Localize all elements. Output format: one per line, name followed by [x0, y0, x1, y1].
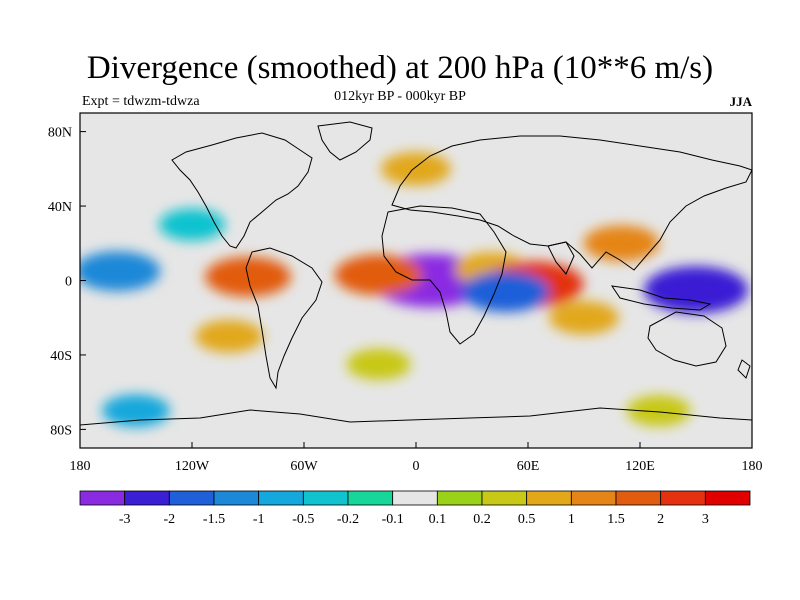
coast-africa [381, 205, 507, 345]
colorbar-label-9: 0.5 [518, 512, 536, 527]
colorbar-swatch-11 [570, 490, 617, 506]
chart-subtitle: 012kyr BP - 000kyr BP [334, 89, 466, 104]
field-region-14 [626, 395, 691, 427]
colorbar-label-10: 1 [568, 512, 575, 527]
colorbar-swatch-4 [258, 490, 304, 506]
colorbar-label-8: 0.2 [473, 512, 491, 527]
coast-south-america [245, 247, 323, 390]
coast-indonesia [610, 285, 712, 311]
coast-antarctica [80, 407, 752, 426]
x-tick-label-4: 60E [517, 459, 540, 474]
x-tick-label-0: 180 [70, 459, 91, 474]
colorbar-label-2: -1.5 [203, 512, 225, 527]
x-tick-label-1: 120W [175, 459, 210, 474]
coast-new-zealand [737, 359, 751, 379]
colorbar-label-7: 0.1 [429, 512, 447, 527]
colorbar-label-12: 2 [657, 512, 664, 527]
coast-australia [647, 311, 727, 367]
colorbar-swatch-10 [526, 490, 572, 506]
field-region-5 [644, 266, 748, 314]
y-axis: 80N 40N 0 40S 80S [48, 126, 86, 438]
field-region-1 [334, 254, 423, 296]
colorbar-label-0: -3 [119, 512, 131, 527]
x-tick-label-5: 120E [625, 459, 655, 474]
field-region-7 [80, 251, 161, 292]
x-tick-label-2: 60W [290, 459, 318, 474]
coast-greenland [317, 121, 373, 161]
colorbar-swatch-14 [704, 490, 751, 506]
field-region-9 [159, 208, 225, 241]
field-region-10 [195, 319, 264, 353]
colorbar-label-13: 3 [702, 512, 709, 527]
map-plot-area: 180 120W 60W 0 60E 120E 180 80N 40N 0 40S 80S [48, 112, 763, 474]
colorbar-swatch-8 [436, 490, 483, 506]
coastlines [80, 121, 752, 426]
y-tick-label-0: 80N [48, 126, 72, 141]
field-region-11 [381, 152, 451, 186]
field-region-15 [102, 394, 170, 428]
field-region-4 [461, 271, 550, 313]
colorbar-swatch-5 [302, 490, 349, 506]
y-tick-label-1: 40N [48, 200, 72, 215]
colorbar-swatch-1 [124, 490, 170, 506]
colorbar-label-6: -0.1 [382, 512, 404, 527]
colorbar-label-1: -2 [163, 512, 175, 527]
coast-north-america [171, 132, 313, 249]
field-region-13 [346, 348, 411, 380]
colorbar-swatch-2 [168, 490, 215, 506]
colorbar-label-3: -1 [253, 512, 265, 527]
field-region-12 [549, 300, 619, 335]
colorbar-swatch-7 [392, 490, 438, 506]
colorbar-swatch-6 [347, 490, 394, 506]
y-tick-label-3: 40S [50, 349, 72, 364]
colorbar-label-5: -0.2 [337, 512, 359, 527]
x-axis: 180 120W 60W 0 60E 120E 180 [70, 442, 763, 474]
x-tick-label-6: 180 [742, 459, 763, 474]
colorbar-label-4: -0.5 [292, 512, 314, 527]
experiment-label: Expt = tdwzm-tdwza [82, 94, 200, 109]
coast-india [547, 241, 575, 275]
y-tick-label-4: 80S [50, 423, 72, 438]
colorbar: -3 -2 -1.5 -1 -0.5 -0.2 -0.1 0.1 0.2 0.5 1 1.5 2 3 [79, 490, 751, 527]
y-tick-label-2: 0 [65, 275, 72, 290]
colorbar-swatch-3 [213, 490, 260, 506]
season-label: JJA [729, 94, 752, 109]
colorbar-swatch-13 [660, 490, 706, 506]
colorbar-swatch-0 [79, 490, 126, 506]
colorbar-swatch-12 [615, 490, 662, 506]
colorbar-swatch-9 [481, 490, 528, 506]
chart-title: Divergence (smoothed) at 200 hPa (10**6 … [86, 50, 714, 86]
x-tick-label-3: 0 [413, 459, 420, 474]
field-region-8 [583, 225, 660, 262]
colorbar-label-11: 1.5 [607, 512, 625, 527]
coast-eurasia [391, 135, 752, 271]
